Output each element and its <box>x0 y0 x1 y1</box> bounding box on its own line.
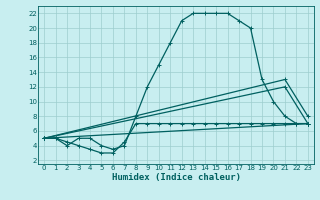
X-axis label: Humidex (Indice chaleur): Humidex (Indice chaleur) <box>111 173 241 182</box>
